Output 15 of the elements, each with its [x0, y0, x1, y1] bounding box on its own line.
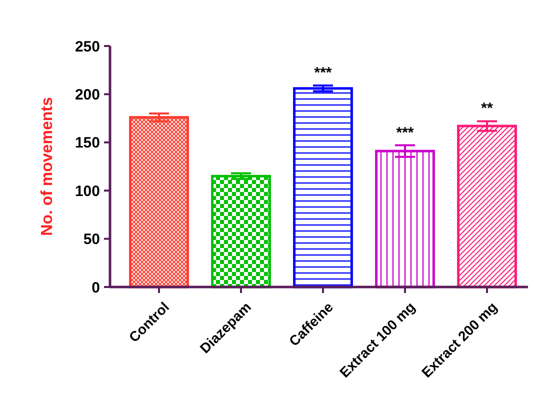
annotation: ** — [481, 100, 493, 118]
y-tick-label: 0 — [92, 279, 100, 296]
y-tick-label: 250 — [74, 38, 100, 56]
y-tick-label: 100 — [74, 182, 100, 200]
bar — [457, 124, 517, 288]
y-tick-label: 200 — [74, 86, 100, 104]
y-axis-title: No. of movements — [39, 97, 56, 236]
y-tick-label: 50 — [83, 231, 100, 248]
annotation: *** — [396, 124, 414, 142]
annotation: *** — [314, 64, 332, 82]
bar — [129, 116, 189, 288]
bar — [293, 87, 353, 288]
bar — [211, 174, 271, 288]
y-tick-label: 150 — [74, 134, 100, 152]
bar — [375, 150, 435, 288]
